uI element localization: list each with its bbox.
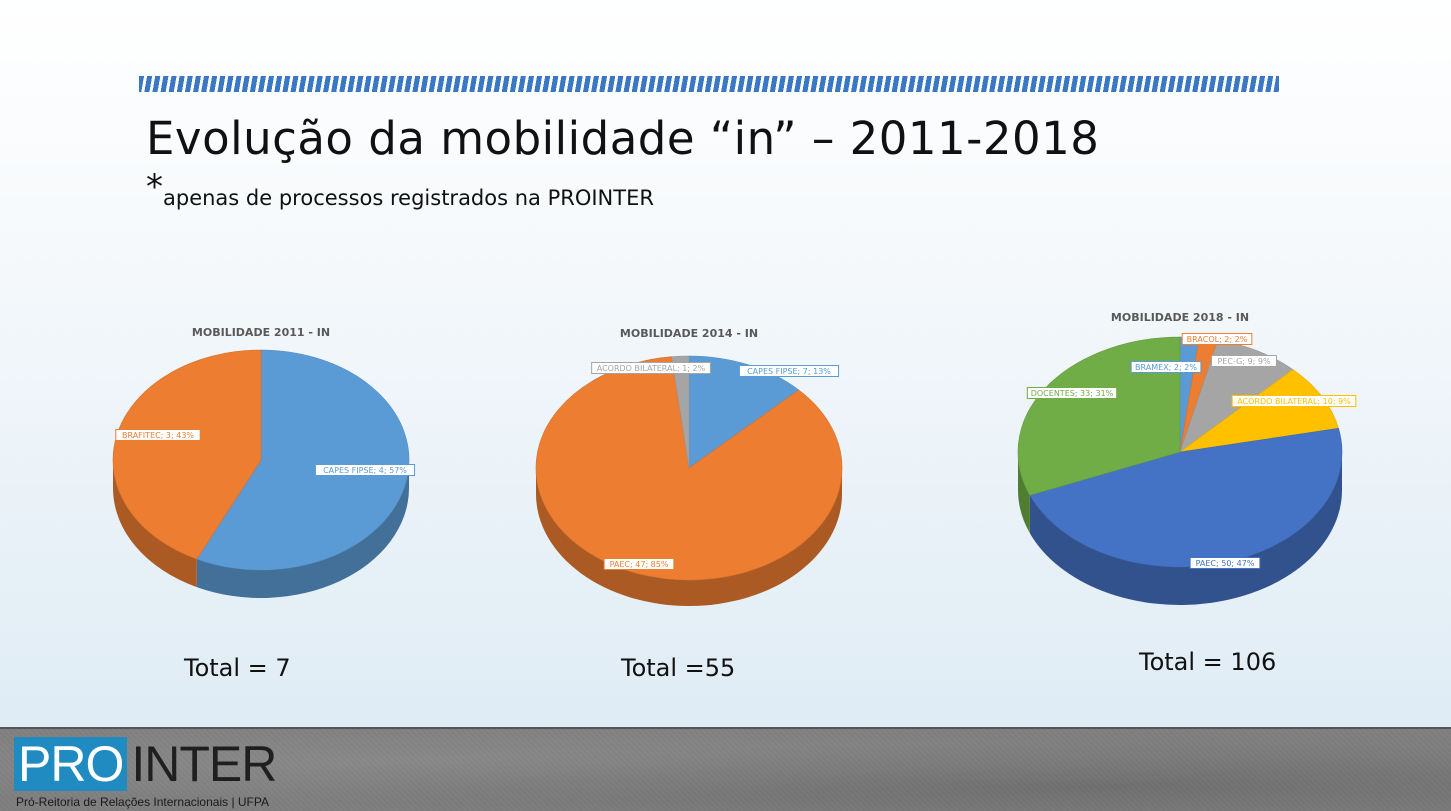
- svg-text:PAEC; 47; 85%: PAEC; 47; 85%: [610, 560, 669, 569]
- data-label: BRAFITEC; 3; 43%: [115, 429, 201, 441]
- data-label: PAEC; 47; 85%: [603, 558, 675, 570]
- svg-text:CAPES FIPSE; 7; 13%: CAPES FIPSE; 7; 13%: [747, 367, 831, 376]
- pie-chart-1: MOBILIDADE 2014 - IN CAPES FIPSE; 7; 13% P…: [535, 327, 843, 606]
- svg-text:BRAMEX; 2; 2%: BRAMEX; 2; 2%: [1135, 363, 1197, 372]
- slide-note: *apenas de processos registrados na PROI…: [146, 170, 654, 210]
- data-label: ACORDO BILATERAL; 10; 9%: [1231, 395, 1357, 407]
- data-label: CAPES FIPSE; 7; 13%: [738, 365, 840, 377]
- data-label: ACORDO BILATERAL; 1; 2%: [591, 362, 711, 374]
- pie-chart-2: MOBILIDADE 2018 - IN BRAMEX; 2; 2% BRACOL;…: [1017, 311, 1357, 605]
- data-label: PEC-G; 9; 9%: [1211, 355, 1277, 367]
- chart-title: MOBILIDADE 2018 - IN: [1111, 311, 1249, 324]
- pie-side-walls: [536, 468, 842, 606]
- svg-text:BRAFITEC; 3; 43%: BRAFITEC; 3; 43%: [122, 431, 194, 440]
- data-label: PAEC; 50; 47%: [1189, 557, 1261, 569]
- footer-band: PRO INTER Pró-Reitoria de Relações Inter…: [0, 727, 1451, 811]
- pie-slice-paec: [535, 356, 843, 581]
- total-2011: Total = 7: [184, 654, 291, 682]
- logo-subtitle: Pró-Reitoria de Relações Internacionais …: [16, 795, 270, 809]
- svg-text:ACORDO BILATERAL; 10; 9%: ACORDO BILATERAL; 10; 9%: [1237, 397, 1351, 406]
- chart-title: MOBILIDADE 2014 - IN: [620, 327, 758, 340]
- svg-text:PEC-G; 9; 9%: PEC-G; 9; 9%: [1217, 357, 1271, 366]
- svg-text:ACORDO BILATERAL; 1; 2%: ACORDO BILATERAL; 1; 2%: [597, 364, 706, 373]
- pie-side-paec: [1029, 452, 1342, 605]
- pie-slice-capes-fipse: [196, 349, 410, 571]
- total-2014: Total =55: [621, 654, 736, 682]
- pie-side-docentes: [1018, 452, 1030, 534]
- pie-side-walls: [1018, 452, 1342, 605]
- pie-side-walls: [113, 460, 409, 598]
- total-2018: Total = 106: [1139, 648, 1277, 676]
- slide-title: Evolução da mobilidade “in” – 2011-2018: [146, 112, 1100, 165]
- logo-pro-text: PRO: [14, 737, 128, 791]
- svg-text:BRACOL; 2; 2%: BRACOL; 2; 2%: [1187, 335, 1248, 344]
- pie-slice-capes-fipse: [688, 355, 800, 469]
- pie-slice-acordo-bilateral: [671, 355, 690, 469]
- chart-title: MOBILIDADE 2011 - IN: [192, 326, 330, 339]
- prointer-logo: PRO INTER: [14, 736, 277, 792]
- note-text: apenas de processos registrados na PROIN…: [163, 186, 654, 210]
- decorative-stripe-bar: [139, 76, 1279, 92]
- data-label: BRACOL; 2; 2%: [1181, 333, 1253, 345]
- svg-text:CAPES FIPSE; 4; 57%: CAPES FIPSE; 4; 57%: [323, 466, 407, 475]
- data-label: BRAMEX; 2; 2%: [1130, 361, 1202, 373]
- pie-side-capes-fipse: [196, 460, 409, 598]
- data-label: CAPES FIPSE; 4; 57%: [314, 464, 416, 476]
- svg-text:DOCENTES; 33; 31%: DOCENTES; 33; 31%: [1031, 389, 1114, 398]
- data-label: DOCENTES; 33; 31%: [1026, 387, 1118, 399]
- pie-charts-area: MOBILIDADE 2011 - IN CAPES FIPSE; 4; 57% B…: [112, 311, 1357, 606]
- pie-side-paec: [536, 468, 842, 606]
- pie-side-brafitec: [113, 460, 197, 588]
- svg-text:PAEC; 50; 47%: PAEC; 50; 47%: [1196, 559, 1255, 568]
- logo-inter-text: INTER: [131, 736, 277, 792]
- asterisk-mark: *: [146, 167, 163, 207]
- pie-chart-0: MOBILIDADE 2011 - IN CAPES FIPSE; 4; 57% B…: [112, 326, 416, 598]
